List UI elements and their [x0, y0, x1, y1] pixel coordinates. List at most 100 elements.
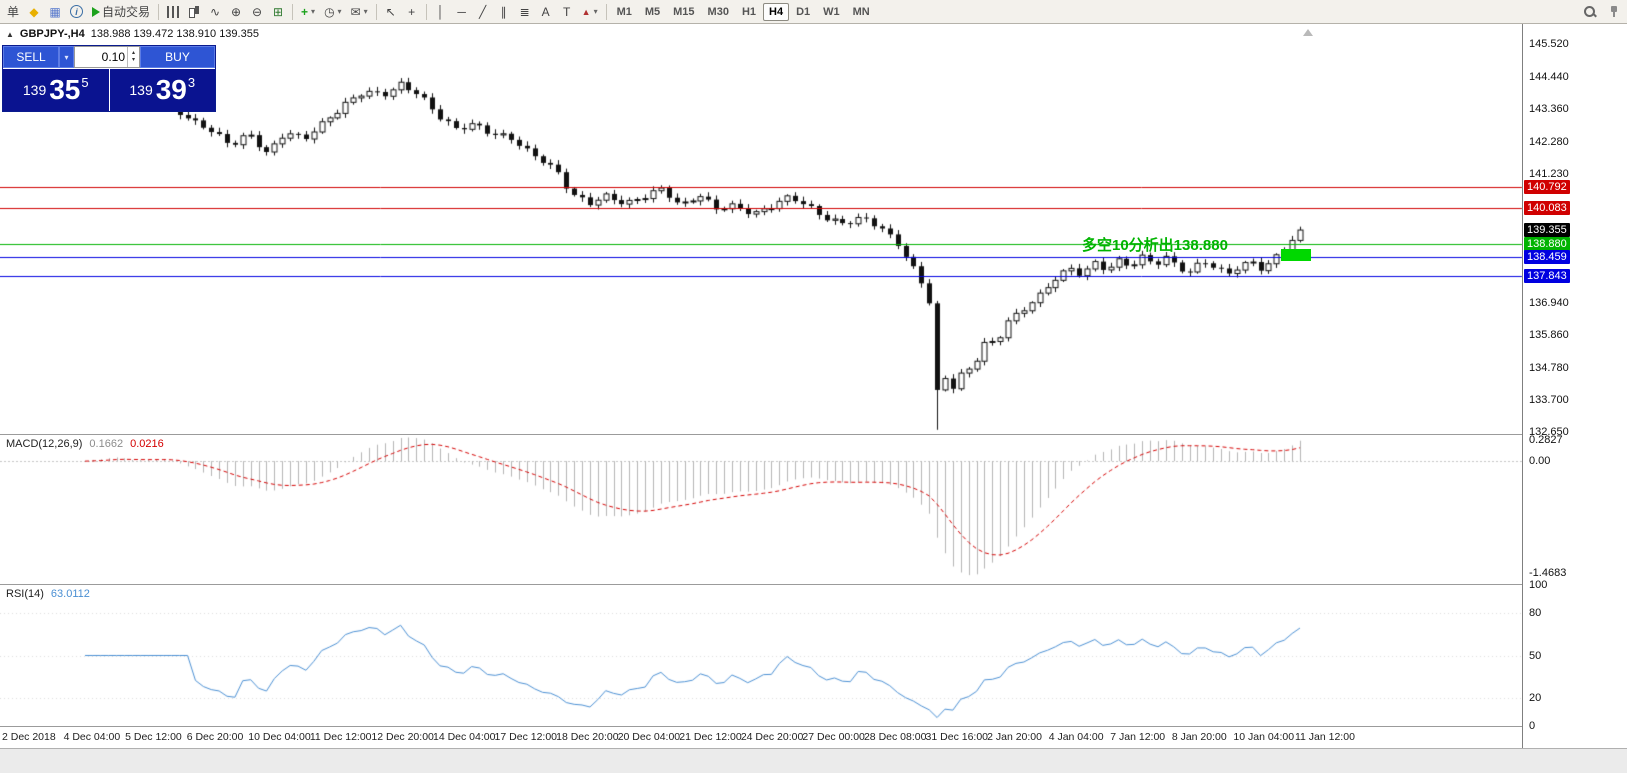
- pane-separator: [0, 726, 1627, 727]
- time-axis[interactable]: 2 Dec 2018 4 Dec 04:00 5 Dec 12:00 6 Dec 20…: [0, 727, 1522, 748]
- new-order-label: 单: [7, 5, 20, 19]
- tf-button-m1[interactable]: M1: [616, 5, 632, 18]
- chart-title: ▲ GBPJPY-,H4 138.988 139.472 138.910 139…: [6, 28, 259, 40]
- new-order-button[interactable]: 单: [3, 2, 23, 22]
- zoom-out-icon[interactable]: ⊖: [252, 4, 263, 19]
- templates-button[interactable]: ✉ ▾: [347, 2, 372, 22]
- current-price-tag: 139.355: [1524, 223, 1570, 238]
- pane-separator[interactable]: [0, 584, 1627, 585]
- lot-size-value[interactable]: 0.10: [101, 50, 125, 64]
- macd-label: MACD(12,26,9) 0.1662 0.0216: [6, 438, 164, 450]
- price-axis[interactable]: 145.520 144.440 143.360 142.280 141.230 136.9…: [1522, 24, 1627, 748]
- time-axis-label: 17 Dec 12:00: [494, 731, 558, 743]
- horizontal-line-icon[interactable]: ─: [457, 4, 466, 19]
- candlestick-chart-icon[interactable]: [184, 2, 204, 22]
- price-axis-label: 133.700: [1529, 394, 1569, 407]
- tf-button-h1[interactable]: H1: [741, 5, 757, 18]
- crosshair-icon[interactable]: +: [408, 4, 416, 19]
- pane-separator[interactable]: [0, 434, 1627, 435]
- separator: [605, 3, 607, 20]
- cursor-icon[interactable]: ↖: [385, 4, 396, 19]
- one-click-trading-panel: SELL ▾ 0.10 ▴ ▾ BUY 139 35 5 139 39 3: [2, 45, 216, 112]
- channel-icon[interactable]: ∥: [500, 4, 507, 19]
- tf-button-h4[interactable]: H4: [763, 2, 790, 21]
- line-chart-icon[interactable]: ∿: [210, 4, 221, 19]
- lot-size-field[interactable]: 0.10 ▴ ▾: [74, 46, 140, 68]
- magnifier-glyph: [1583, 5, 1596, 18]
- time-axis-label: 11 Jan 12:00: [1294, 731, 1355, 743]
- rsi-scale-label: 50: [1529, 649, 1542, 662]
- search-icon[interactable]: [1579, 2, 1600, 22]
- autotrading-button[interactable]: 自动交易: [88, 2, 154, 22]
- order-type-dropdown[interactable]: ▾: [59, 46, 74, 68]
- tf-button-m15[interactable]: M15: [673, 5, 695, 18]
- annotation-highlight-rect[interactable]: [1281, 249, 1311, 261]
- chart-ohlc: 138.988 139.472 138.910 139.355: [90, 28, 259, 40]
- rsi-scale-label: 80: [1529, 607, 1542, 620]
- price-axis-label: 134.780: [1529, 361, 1569, 374]
- text-label-icon[interactable]: T: [562, 4, 571, 19]
- indicators-button[interactable]: + ▾: [297, 2, 319, 22]
- lot-increase-icon[interactable]: ▴: [131, 50, 135, 56]
- collapse-icon[interactable]: ▲: [6, 30, 14, 39]
- time-axis-label: 2 Dec 2018: [2, 731, 56, 743]
- arrows-button[interactable]: ▲ ▾: [578, 2, 602, 22]
- bar-chart-icon[interactable]: [163, 2, 183, 22]
- macd-scale-label: -1.4683: [1529, 567, 1567, 579]
- clock-icon: ◷: [324, 4, 335, 19]
- chart-shift-marker[interactable]: [1303, 29, 1313, 36]
- tf-button-m5[interactable]: M5: [644, 5, 661, 18]
- buy-button[interactable]: BUY: [140, 46, 215, 68]
- chart-window-icon[interactable]: ▦: [49, 4, 61, 19]
- template-icon: ✉: [350, 4, 361, 19]
- time-axis-label: 10 Dec 04:00: [248, 731, 311, 743]
- lot-spinner[interactable]: ▴ ▾: [127, 47, 139, 67]
- time-axis-label: 20 Dec 04:00: [617, 731, 681, 743]
- time-axis-label: 21 Dec 12:00: [679, 731, 742, 743]
- tf-button-mn[interactable]: MN: [852, 5, 870, 18]
- tile-windows-icon[interactable]: ⊞: [273, 4, 284, 19]
- toolbar: 单 ◆ ▦ i 自动交易 ∿ ⊕ ⊖ ⊞ + ▾ ◷ ▾ ✉ ▾ ↖ + │ ─ ╱ …: [0, 0, 1627, 24]
- macd-main-value: 0.1662: [89, 438, 124, 450]
- indicators-plus-icon: +: [301, 4, 309, 19]
- time-axis-label: 4 Dec 04:00: [63, 731, 121, 743]
- periods-button[interactable]: ◷ ▾: [320, 2, 346, 22]
- chevron-down-icon: ▾: [593, 7, 598, 16]
- tf-button-w1[interactable]: W1: [823, 5, 840, 18]
- time-axis-label: 27 Dec 00:00: [802, 731, 865, 743]
- trade-panel-prices: 139 35 5 139 39 3: [3, 68, 215, 111]
- rsi-scale-label: 0: [1529, 720, 1536, 732]
- tf-button-m30[interactable]: M30: [707, 5, 729, 18]
- tf-button-d1[interactable]: D1: [796, 5, 811, 18]
- chevron-down-icon: ▾: [337, 7, 342, 16]
- trade-panel-controls: SELL ▾ 0.10 ▴ ▾ BUY: [3, 46, 215, 68]
- autotrading-label: 自动交易: [102, 5, 151, 19]
- price-axis-label: 143.360: [1529, 103, 1569, 116]
- candlestick-glyph: [188, 5, 200, 19]
- trendline-icon[interactable]: ╱: [479, 4, 487, 19]
- buy-price[interactable]: 139 39 3: [110, 69, 216, 111]
- time-axis-label: 24 Dec 20:00: [740, 731, 804, 743]
- macd-scale-label: 0.2827: [1529, 433, 1563, 446]
- arrow-shape-icon: ▲: [581, 6, 591, 17]
- price-divider: [108, 69, 110, 111]
- time-axis-label: 10 Jan 04:00: [1233, 731, 1295, 743]
- time-axis-label: 4 Jan 04:00: [1048, 731, 1104, 743]
- info-icon[interactable]: i: [66, 2, 87, 22]
- rsi-value: 63.0112: [50, 588, 90, 600]
- chart-annotation-text[interactable]: 多空10分析出138.880: [1082, 237, 1228, 254]
- fibonacci-icon[interactable]: ≣: [519, 4, 530, 19]
- separator: [292, 3, 294, 20]
- price-tag: 138.459: [1524, 250, 1570, 265]
- sell-button[interactable]: SELL: [3, 46, 59, 68]
- text-icon[interactable]: A: [541, 4, 550, 19]
- price-chart-canvas[interactable]: [0, 24, 1627, 748]
- zoom-in-icon[interactable]: ⊕: [231, 4, 242, 19]
- time-axis-label: 14 Dec 04:00: [432, 731, 496, 743]
- pin-icon[interactable]: [1604, 2, 1624, 22]
- separator: [158, 3, 160, 20]
- sell-price[interactable]: 139 35 5: [3, 69, 109, 111]
- symbols-icon[interactable]: ◆: [29, 4, 39, 19]
- lot-decrease-icon[interactable]: ▾: [131, 57, 135, 63]
- vertical-line-icon[interactable]: │: [436, 4, 445, 19]
